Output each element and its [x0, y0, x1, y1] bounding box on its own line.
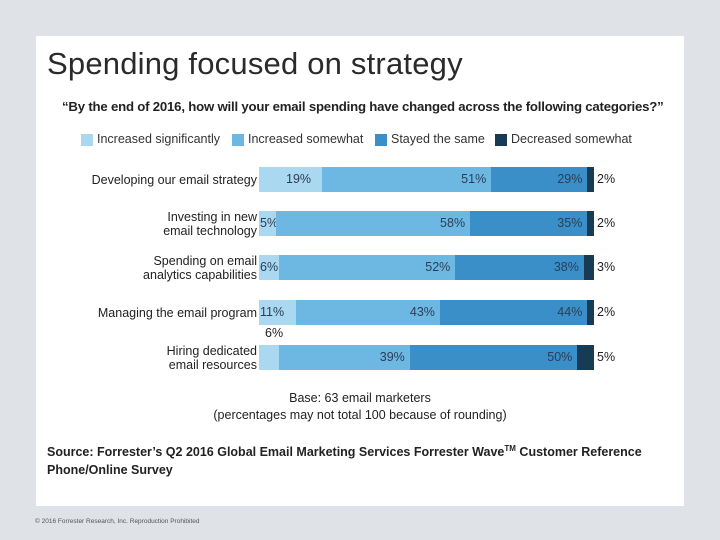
data-label: 43%	[409, 305, 435, 319]
data-label-outside: 3%	[597, 260, 616, 274]
category-label: Investing in new email technology	[163, 210, 257, 238]
bar-segment-stayed-the-same	[439, 300, 588, 325]
bar-segment-increased-somewhat	[275, 211, 471, 236]
legend-label: Increased somewhat	[248, 132, 364, 146]
data-label-outside: 2%	[597, 216, 616, 230]
bar-segment-increased-significantly	[259, 255, 280, 280]
category-label-line: Spending on email	[153, 253, 257, 268]
category-label-line: Developing our email strategy	[91, 172, 257, 187]
slide-title: Spending focused on strategy	[47, 46, 463, 81]
source-note: Source: Forrester’s Q2 2016 Global Email…	[47, 440, 647, 479]
data-label: 19%	[286, 172, 312, 186]
data-label-outside: 2%	[597, 172, 616, 186]
data-label: 52%	[425, 260, 451, 274]
bar-segment-stayed-the-same	[455, 255, 584, 280]
bar-segment-decreased-somewhat	[587, 300, 594, 325]
data-label: 5%	[260, 216, 279, 230]
data-label-outside: 2%	[597, 305, 616, 319]
data-label: 35%	[557, 216, 583, 230]
bar-segment-increased-somewhat	[279, 345, 410, 370]
category-label-line: Hiring dedicated	[166, 343, 257, 358]
legend-label: Decreased somewhat	[511, 132, 632, 146]
data-label: 50%	[547, 350, 573, 364]
data-label-outside: 5%	[597, 350, 616, 364]
category-label-line: email resources	[168, 357, 257, 372]
legend-label: Stayed the same	[391, 132, 485, 146]
bar-segment-stayed-the-same	[470, 211, 588, 236]
category-label-line: email technology	[163, 223, 257, 238]
source-text: Source: Forrester’s Q2 2016 Global Email…	[47, 445, 505, 460]
legend-swatch	[375, 134, 387, 146]
data-label: 51%	[461, 172, 487, 186]
trademark-mark: TM	[504, 444, 516, 453]
bar-segment-stayed-the-same	[409, 345, 578, 370]
legend-swatch	[232, 134, 244, 146]
chart-question: “By the end of 2016, how will your email…	[62, 99, 664, 114]
data-label: 29%	[557, 172, 583, 186]
bar-segment-stayed-the-same	[491, 167, 588, 192]
legend-label: Increased significantly	[97, 132, 220, 146]
legend-swatch	[81, 134, 93, 146]
data-label-above: 6%	[265, 326, 284, 340]
category-label: Spending on email analytics capabilities	[143, 254, 257, 282]
bar-segment-decreased-somewhat	[577, 345, 594, 370]
source-text-end: Customer Reference Phone/Online Survey	[47, 445, 642, 478]
data-label: 39%	[379, 350, 405, 364]
bar-segment-increased-somewhat	[279, 255, 456, 280]
copyright-footer: © 2016 Forrester Research, Inc. Reproduc…	[35, 518, 200, 525]
base-note: Base: 63 email marketers	[289, 391, 431, 405]
data-label: 44%	[557, 305, 583, 319]
slide: Spending focused on strategy “By the end…	[36, 36, 684, 506]
bar-segment-increased-significantly	[259, 211, 276, 236]
category-label-line: analytics capabilities	[143, 267, 257, 282]
data-label: 11%	[260, 305, 285, 319]
category-label: Managing the email program	[98, 306, 257, 320]
data-label: 6%	[260, 260, 279, 274]
category-label-line: Investing in new	[167, 209, 257, 224]
bar-segment-increased-somewhat	[322, 167, 492, 192]
bar-segment-increased-significantly	[259, 300, 296, 325]
bar-segment-decreased-somewhat	[587, 167, 594, 192]
data-label: 38%	[553, 260, 579, 274]
category-label: Developing our email strategy	[92, 173, 257, 187]
legend-swatch	[495, 134, 507, 146]
data-label: 58%	[440, 216, 466, 230]
category-label-line: Managing the email program	[97, 305, 257, 320]
rounding-note: (percentages may not total 100 because o…	[213, 408, 507, 422]
category-label: Hiring dedicated email resources	[167, 344, 257, 372]
bar-segment-increased-significantly	[259, 167, 323, 192]
bar-segment-increased-significantly	[259, 345, 280, 370]
bar-segment-increased-somewhat	[295, 300, 440, 325]
bar-segment-decreased-somewhat	[587, 211, 594, 236]
bar-segment-decreased-somewhat	[583, 255, 594, 280]
